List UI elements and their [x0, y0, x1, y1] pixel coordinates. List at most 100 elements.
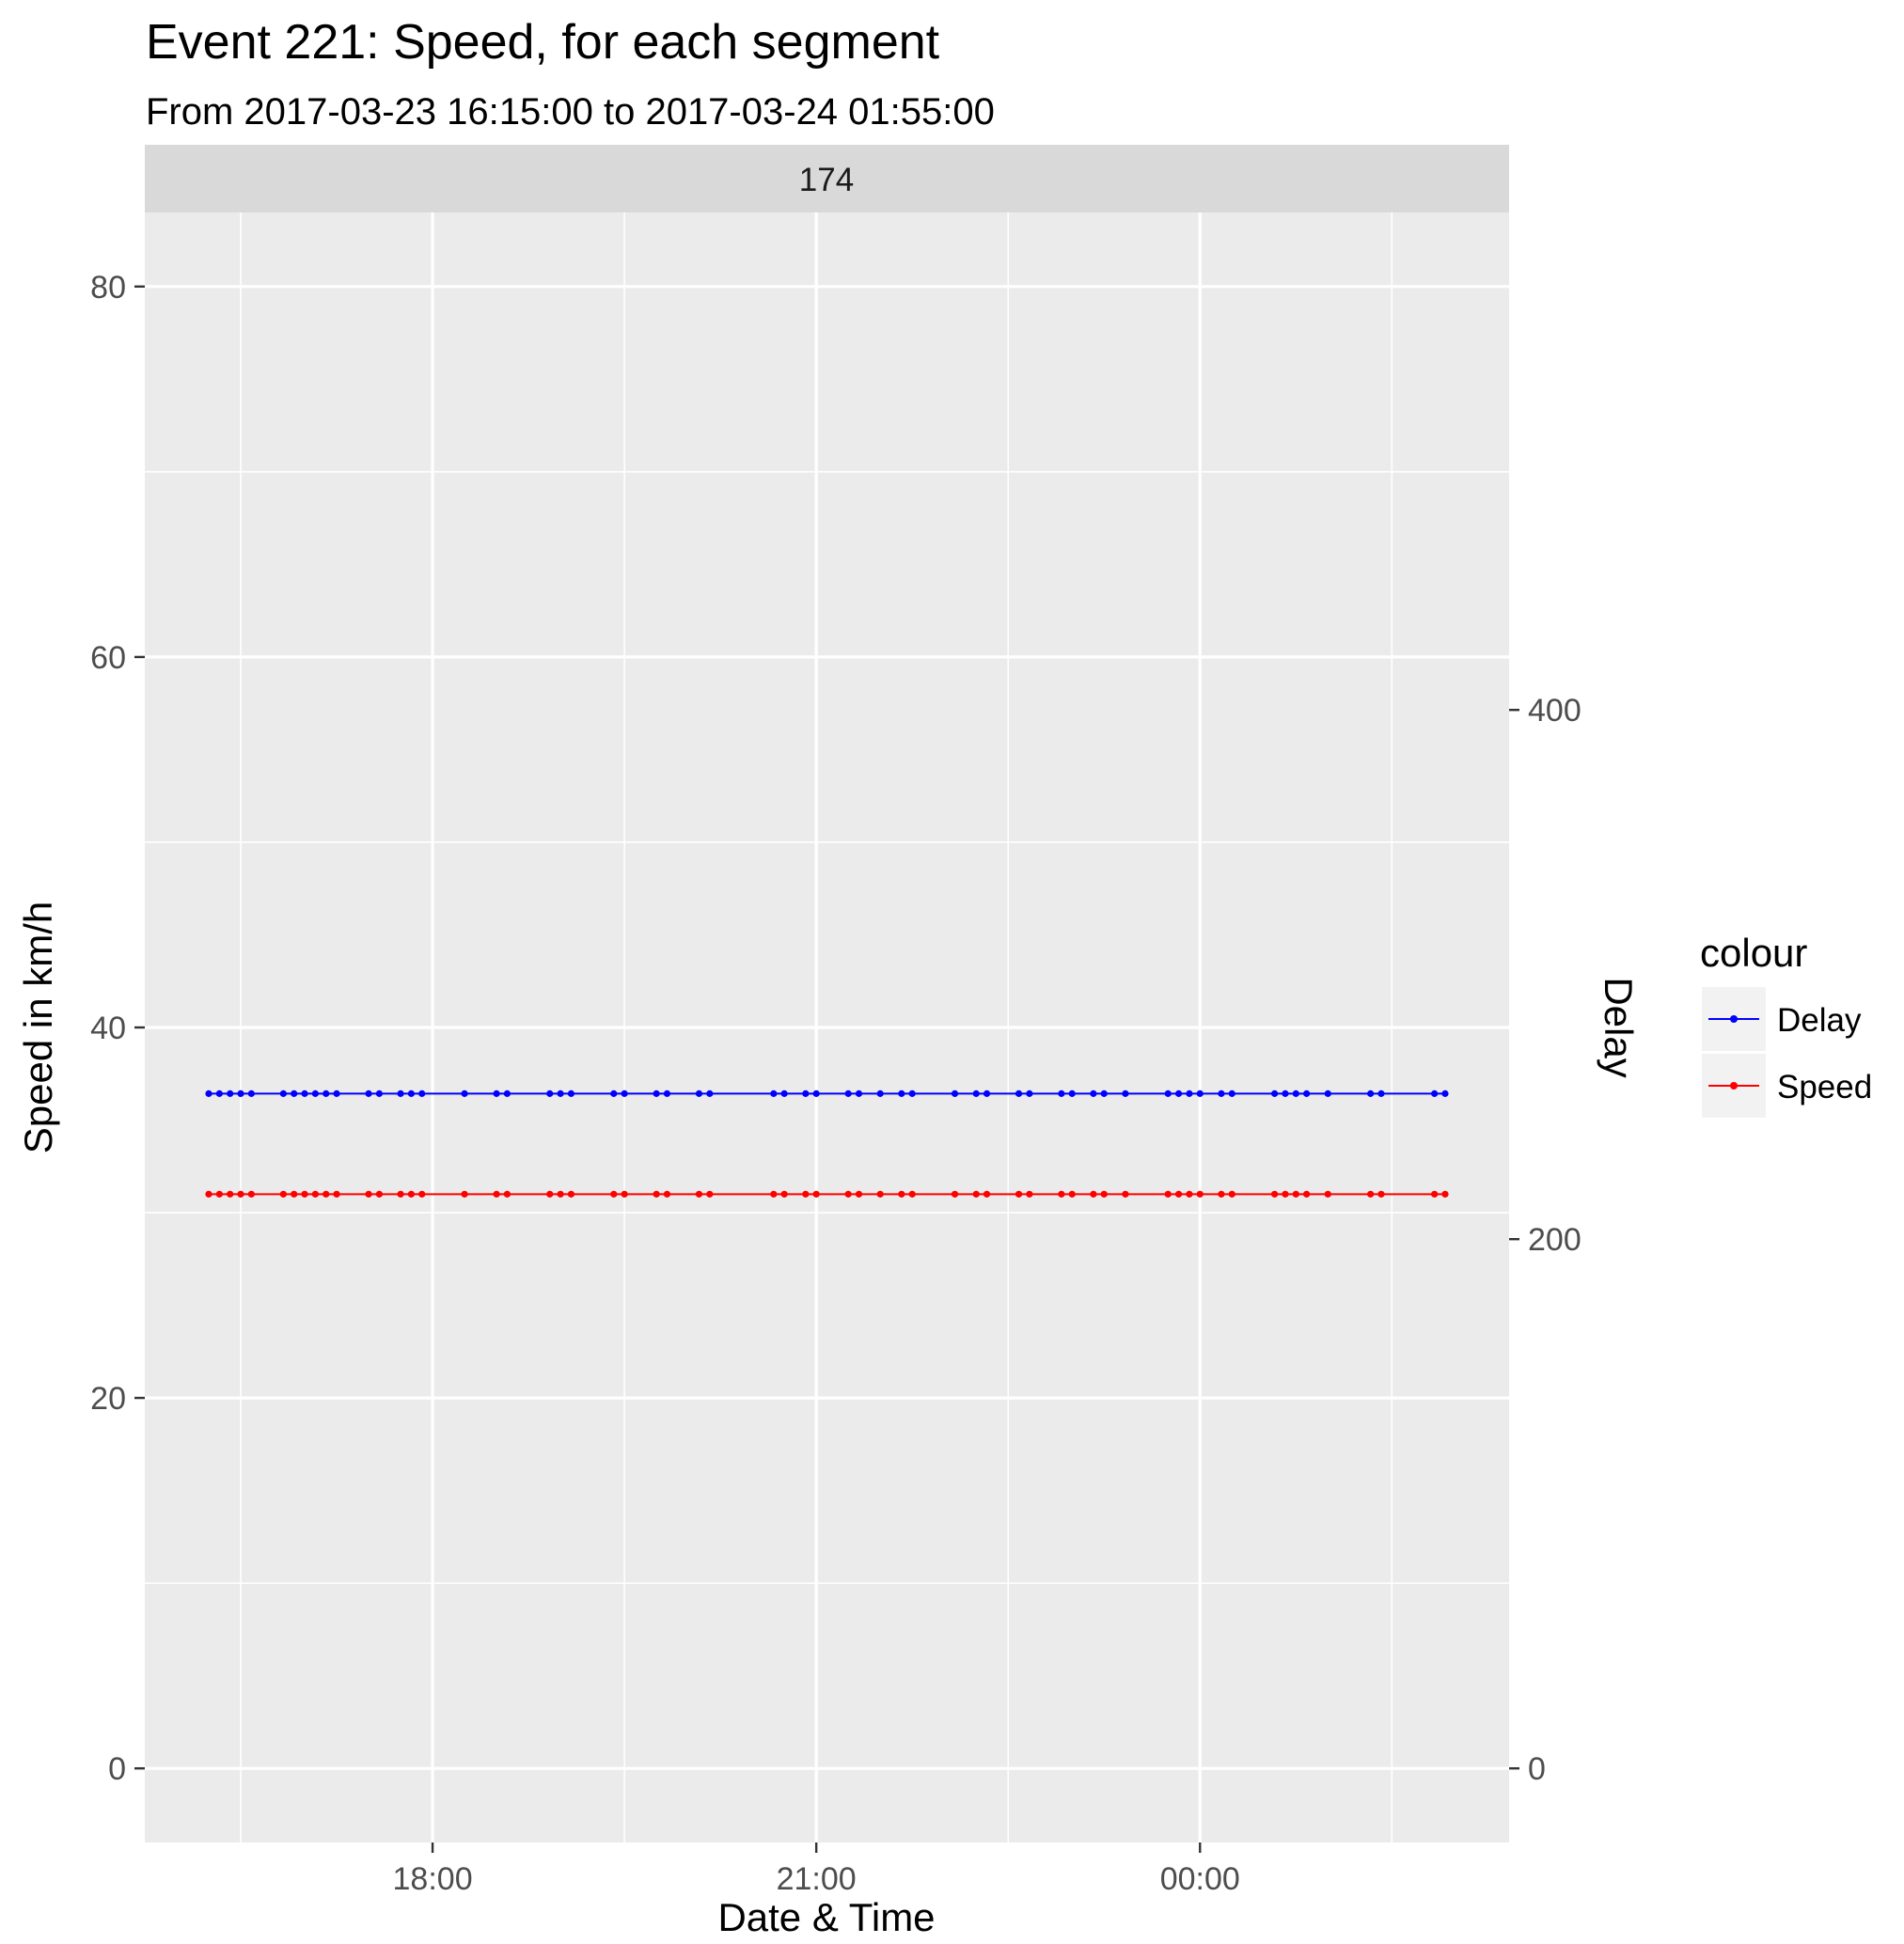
series-point-delay — [247, 1090, 255, 1097]
series-point-speed — [397, 1190, 404, 1198]
x-tick-label: 21:00 — [777, 1861, 857, 1897]
series-point-delay — [1068, 1090, 1076, 1097]
grid-major — [145, 212, 1509, 1842]
series-point-delay — [301, 1090, 308, 1097]
series-point-delay — [855, 1090, 863, 1097]
y2-tick-label: 400 — [1528, 693, 1581, 729]
series-point-speed — [855, 1190, 863, 1198]
series-point-delay — [780, 1090, 788, 1097]
series-point-speed — [876, 1190, 884, 1198]
series-point-speed — [1186, 1190, 1193, 1198]
legend-point-delay — [1730, 1015, 1738, 1023]
series-point-speed — [557, 1190, 564, 1198]
series-point-delay — [876, 1090, 884, 1097]
series-point-delay — [1164, 1090, 1172, 1097]
series-point-delay — [375, 1090, 383, 1097]
series-point-delay — [844, 1090, 852, 1097]
series-point-speed — [461, 1190, 468, 1198]
series-point-delay — [546, 1090, 554, 1097]
series-point-speed — [1377, 1190, 1385, 1198]
series-point-speed — [1271, 1190, 1279, 1198]
series-point-delay — [279, 1090, 287, 1097]
series-point-delay — [1367, 1090, 1375, 1097]
series-point-speed — [418, 1190, 426, 1198]
series-point-speed — [237, 1190, 244, 1198]
series-point-delay — [812, 1090, 820, 1097]
legend-label-delay: Delay — [1777, 1002, 1862, 1039]
series-point-speed — [1303, 1190, 1311, 1198]
series-point-speed — [802, 1190, 810, 1198]
series-point-delay — [291, 1090, 298, 1097]
series-point-speed — [1026, 1190, 1033, 1198]
series-point-speed — [1100, 1190, 1108, 1198]
series-point-delay — [1303, 1090, 1311, 1097]
x-tick-label: 18:00 — [393, 1861, 473, 1897]
facet-strip — [145, 145, 1509, 212]
series-point-speed — [780, 1190, 788, 1198]
series-point-speed — [770, 1190, 778, 1198]
series-point-speed — [215, 1190, 223, 1198]
legend-label-speed: Speed — [1777, 1069, 1872, 1105]
series-point-delay — [770, 1090, 778, 1097]
series-point-delay — [1015, 1090, 1023, 1097]
series-point-delay — [503, 1090, 511, 1097]
series-point-speed — [279, 1190, 287, 1198]
series-point-speed — [375, 1190, 383, 1198]
series-point-delay — [1174, 1090, 1183, 1097]
series-point-delay — [461, 1090, 468, 1097]
series-point-speed — [695, 1190, 703, 1198]
legend: colour Delay Speed — [1700, 931, 1872, 1118]
series-point-delay — [653, 1090, 660, 1097]
series-point-speed — [844, 1190, 852, 1198]
chart-subtitle: From 2017-03-23 16:15:00 to 2017-03-24 0… — [146, 91, 995, 133]
series-point-delay — [1282, 1090, 1289, 1097]
series-point-delay — [557, 1090, 564, 1097]
series-point-delay — [215, 1090, 223, 1097]
legend-point-speed — [1730, 1082, 1738, 1090]
series-point-delay — [1377, 1090, 1385, 1097]
series-point-delay — [323, 1090, 330, 1097]
series-point-speed — [205, 1190, 212, 1198]
series-point-delay — [237, 1090, 244, 1097]
legend-title: colour — [1700, 931, 1807, 975]
series-point-delay — [1271, 1090, 1279, 1097]
series-layer — [205, 1090, 1449, 1198]
series-point-delay — [908, 1090, 916, 1097]
y-tick-label: 20 — [90, 1381, 126, 1417]
y-tick-label: 80 — [90, 270, 126, 306]
series-point-delay — [1228, 1090, 1235, 1097]
series-point-delay — [621, 1090, 628, 1097]
x-tick-label: 00:00 — [1160, 1861, 1240, 1897]
y2-tick-label: 200 — [1528, 1222, 1581, 1258]
series-point-delay — [1431, 1090, 1439, 1097]
series-point-speed — [983, 1190, 991, 1198]
series-point-delay — [972, 1090, 980, 1097]
series-point-speed — [247, 1190, 255, 1198]
series-point-delay — [333, 1090, 340, 1097]
series-point-delay — [407, 1090, 415, 1097]
series-point-speed — [1324, 1190, 1331, 1198]
series-point-delay — [567, 1090, 575, 1097]
series-point-speed — [812, 1190, 820, 1198]
series-point-delay — [1218, 1090, 1225, 1097]
y-axis-title: Speed in km/h — [16, 901, 60, 1154]
y-tick-label: 40 — [90, 1011, 126, 1046]
series-point-delay — [695, 1090, 703, 1097]
series-point-speed — [503, 1190, 511, 1198]
series-point-delay — [365, 1090, 372, 1097]
chart-title: Event 221: Speed, for each segment — [146, 15, 940, 70]
series-point-delay — [397, 1090, 404, 1097]
x-axis-title: Date & Time — [717, 1895, 935, 1939]
series-point-delay — [311, 1090, 319, 1097]
series-point-speed — [227, 1190, 234, 1198]
series-point-delay — [802, 1090, 810, 1097]
series-point-delay — [1026, 1090, 1033, 1097]
series-point-speed — [323, 1190, 330, 1198]
series-point-speed — [365, 1190, 372, 1198]
series-point-delay — [1100, 1090, 1108, 1097]
series-point-speed — [1015, 1190, 1023, 1198]
series-point-speed — [1164, 1190, 1172, 1198]
series-point-delay — [1196, 1090, 1204, 1097]
series-point-speed — [546, 1190, 554, 1198]
